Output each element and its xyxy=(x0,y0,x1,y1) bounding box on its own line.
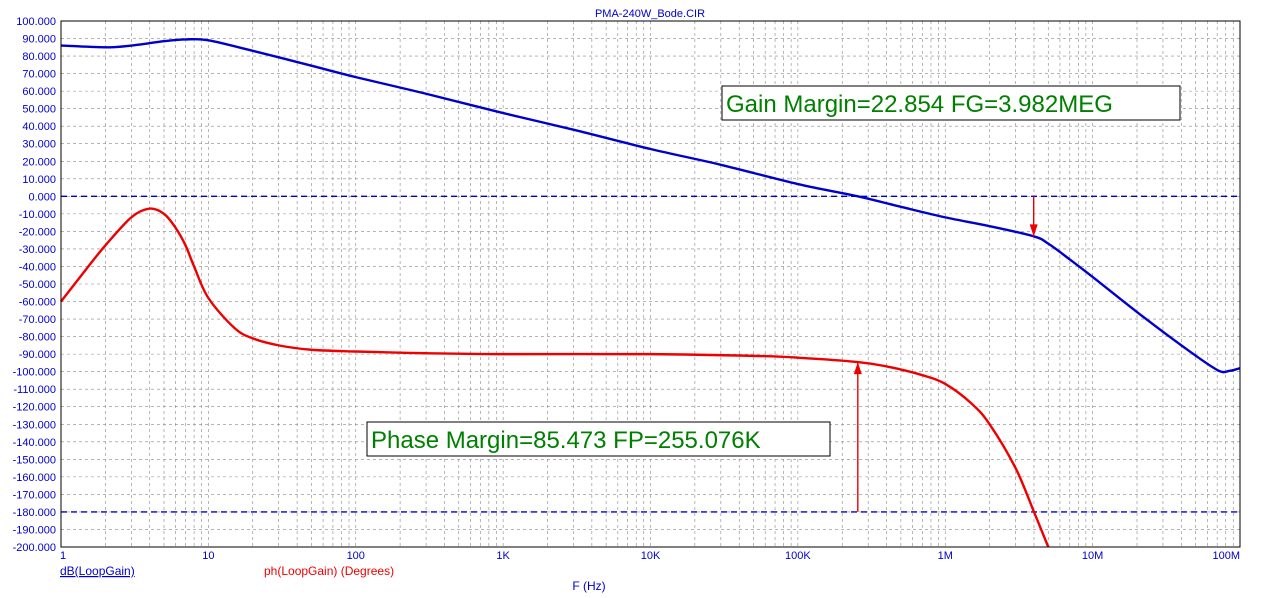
x-tick-labels: 1 10 100 1K 10K 100K 1M 10M 100M xyxy=(60,550,1240,562)
y-tick-label: -170.000 xyxy=(13,489,56,501)
y-tick-label: -80.000 xyxy=(19,332,56,344)
gain-margin-label: Gain Margin=22.854 FG=3.982MEG xyxy=(726,91,1113,118)
x-tick-label: 100K xyxy=(785,550,811,562)
legend-phase: ph(LoopGain) (Degrees) xyxy=(264,564,394,578)
y-tick-label: -50.000 xyxy=(19,279,56,291)
y-tick-label: 80.000 xyxy=(22,51,56,63)
reference-lines xyxy=(61,195,1240,513)
y-tick-label: 10.000 xyxy=(22,174,56,186)
legend-gain: dB(LoopGain) xyxy=(60,564,135,578)
y-tick-label: 100.000 xyxy=(16,16,56,28)
y-tick-label: -10.000 xyxy=(19,209,56,221)
x-tick-label: 1M xyxy=(938,550,953,562)
y-tick-label: -190.000 xyxy=(13,524,56,536)
margin-arrow-head xyxy=(853,362,862,375)
margin-arrow-head xyxy=(1029,224,1038,237)
x-tick-label: 100M xyxy=(1212,550,1240,562)
x-axis-label: F (Hz) xyxy=(572,579,605,593)
x-tick-label: 100 xyxy=(347,550,365,562)
y-tick-label: -40.000 xyxy=(19,261,56,273)
x-tick-label: 10K xyxy=(641,550,661,562)
chart-title: PMA-240W_Bode.CIR xyxy=(595,8,705,20)
y-tick-label: 30.000 xyxy=(22,139,56,151)
y-tick-label: -30.000 xyxy=(19,244,56,256)
x-tick-label: 10M xyxy=(1082,550,1103,562)
phase-curve xyxy=(60,207,1050,548)
y-tick-label: -120.000 xyxy=(13,402,56,414)
plot-frame xyxy=(60,20,1241,548)
y-tick-label: 0.000 xyxy=(28,191,56,203)
y-tick-label: -110.000 xyxy=(13,384,56,396)
phase-margin-label: Phase Margin=85.473 FP=255.076K xyxy=(371,427,761,454)
y-tick-label: 40.000 xyxy=(22,121,56,133)
y-tick-label: -160.000 xyxy=(13,472,56,484)
y-tick-label: 60.000 xyxy=(22,86,56,98)
y-tick-label: -20.000 xyxy=(19,226,56,238)
y-tick-label: -150.000 xyxy=(13,454,56,466)
y-tick-label: -100.000 xyxy=(13,367,56,379)
y-tick-label: -140.000 xyxy=(13,437,56,449)
y-tick-label: -90.000 xyxy=(19,349,56,361)
annotations: Gain Margin=22.854 FG=3.982MEG Phase Marg… xyxy=(366,85,1181,512)
y-tick-label: 50.000 xyxy=(22,104,56,116)
grid xyxy=(61,21,1240,547)
y-tick-label: -70.000 xyxy=(19,314,56,326)
x-tick-label: 1 xyxy=(60,550,66,562)
y-tick-label: -180.000 xyxy=(13,507,56,519)
y-tick-label: -130.000 xyxy=(13,419,56,431)
gain-curve xyxy=(60,37,1241,374)
gain-margin-box xyxy=(721,85,1181,121)
x-tick-label: 1K xyxy=(496,550,510,562)
y-tick-label: -60.000 xyxy=(19,297,56,309)
series xyxy=(60,37,1241,548)
y-tick-label: 70.000 xyxy=(22,69,56,81)
y-tick-label: -200.000 xyxy=(13,542,56,554)
phase-margin-box xyxy=(366,421,831,457)
y-tick-label: 20.000 xyxy=(22,156,56,168)
y-tick-label: 90.000 xyxy=(22,34,56,46)
y-tick-labels: 100.000 90.000 80.000 70.000 60.000 50.000 40.… xyxy=(13,16,56,554)
x-tick-label: 10 xyxy=(202,550,214,562)
